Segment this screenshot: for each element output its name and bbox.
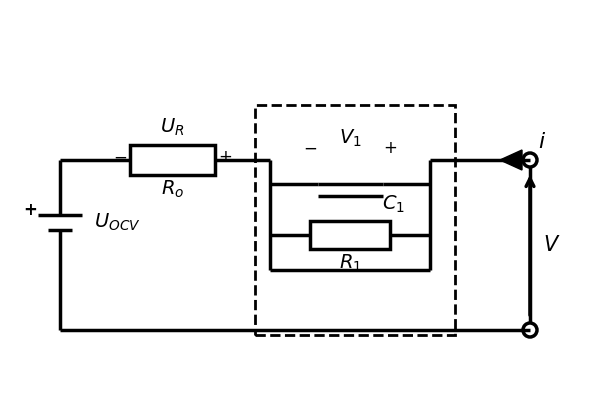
Bar: [130, 145, 215, 175]
Bar: [310, 221, 390, 249]
Text: $i$: $i$: [538, 132, 546, 152]
Text: +: +: [23, 201, 37, 219]
Text: $V$: $V$: [543, 235, 561, 255]
Text: $R_1$: $R_1$: [338, 252, 361, 274]
Text: $+$: $+$: [218, 148, 232, 166]
Text: $V_1$: $V_1$: [338, 127, 361, 149]
Text: $C_1$: $C_1$: [382, 193, 405, 215]
Text: $U_{OCV}$: $U_{OCV}$: [94, 212, 140, 233]
Text: $+$: $+$: [383, 139, 397, 157]
Polygon shape: [500, 150, 522, 170]
Text: $-$: $-$: [303, 139, 317, 157]
Text: $R_o$: $R_o$: [161, 178, 184, 200]
Text: $-$: $-$: [113, 148, 127, 166]
Bar: [255, 105, 455, 335]
Text: $U_R$: $U_R$: [160, 116, 185, 138]
